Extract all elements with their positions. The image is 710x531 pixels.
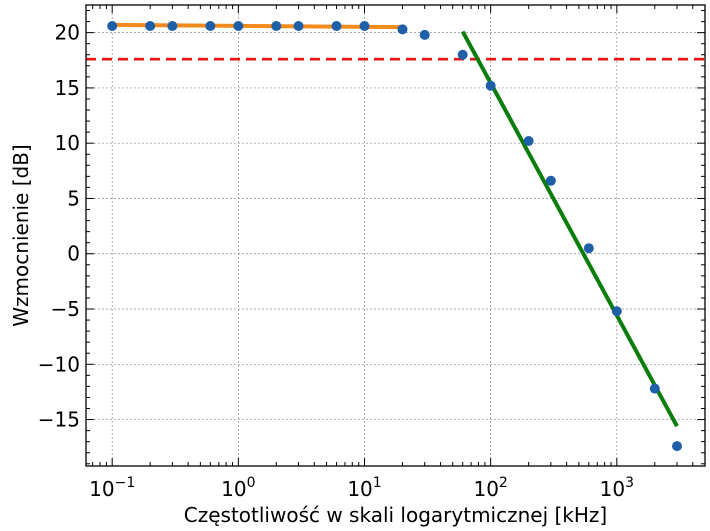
data-point xyxy=(205,21,216,32)
y-tick-label: −15 xyxy=(38,408,80,432)
data-point xyxy=(419,29,430,40)
plot-area xyxy=(86,21,705,452)
x-tick-label: 103 xyxy=(600,475,634,501)
data-point xyxy=(331,21,342,32)
x-tick-label: 10−1 xyxy=(89,475,135,501)
y-tick-label: 20 xyxy=(55,21,80,45)
data-point xyxy=(359,21,370,32)
data-point xyxy=(611,306,622,317)
data-point xyxy=(397,24,408,35)
y-tick-label: 0 xyxy=(67,242,80,266)
x-tick-label: 101 xyxy=(347,475,381,501)
data-point xyxy=(293,21,304,32)
y-tick-label: 15 xyxy=(55,76,80,100)
y-tick-label: −10 xyxy=(38,352,80,376)
x-tick-label: 102 xyxy=(473,475,507,501)
y-tick-label: −5 xyxy=(51,297,80,321)
data-point xyxy=(649,383,660,394)
data-point xyxy=(545,175,556,186)
grid xyxy=(86,5,705,466)
data-point xyxy=(271,21,282,32)
data-point xyxy=(233,21,244,32)
x-axis-label: Częstotliwość w skali logarytmicznej [kH… xyxy=(184,503,607,527)
fit-line-2 xyxy=(460,30,679,428)
data-point xyxy=(523,135,534,146)
y-tick-label: 10 xyxy=(55,131,80,155)
data-point xyxy=(457,49,468,60)
y-tick-label: 5 xyxy=(67,186,80,210)
data-point xyxy=(672,441,683,452)
data-point xyxy=(485,80,496,91)
y-axis-label: Wzmocnienie [dB] xyxy=(9,144,33,326)
data-point xyxy=(167,21,178,32)
data-point xyxy=(107,21,118,32)
data-point xyxy=(145,21,156,32)
data-point xyxy=(583,243,594,254)
plot-frame xyxy=(85,4,706,467)
x-tick-label: 100 xyxy=(221,475,255,501)
ticks: 10−1 100 101 102 103 20 15 10 5 0 −5 −10 −15 xyxy=(38,5,706,501)
fit-line-1 xyxy=(112,22,403,30)
